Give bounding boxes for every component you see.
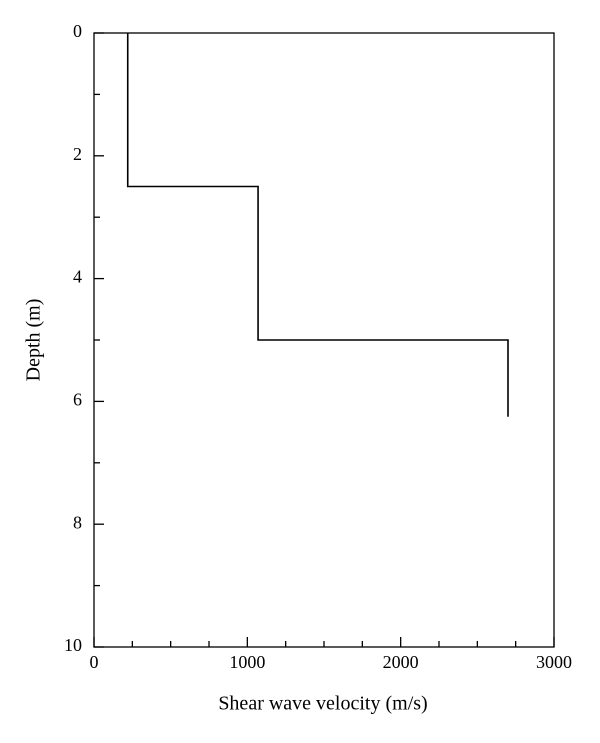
x-tick-label: 0 (90, 652, 99, 672)
y-tick-label: 4 (73, 267, 82, 287)
x-tick-label: 2000 (383, 652, 419, 672)
y-tick-label: 2 (73, 144, 82, 164)
y-axis-label: Depth (m) (23, 299, 45, 382)
x-tick-label: 3000 (536, 652, 572, 672)
y-tick-label: 8 (73, 512, 82, 532)
y-tick-label: 10 (64, 635, 82, 655)
y-tick-label: 6 (73, 390, 82, 410)
x-tick-label: 1000 (229, 652, 265, 672)
x-axis-label: Shear wave velocity (m/s) (218, 693, 427, 715)
y-tick-label: 0 (73, 21, 82, 41)
data-line (126, 33, 509, 417)
